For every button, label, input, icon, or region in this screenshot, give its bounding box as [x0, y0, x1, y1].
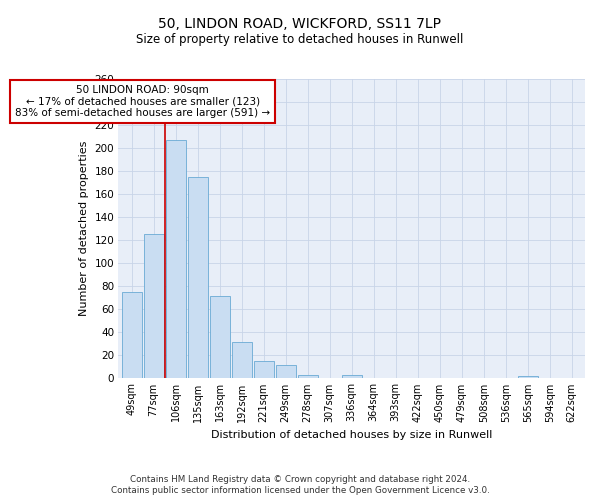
- Text: Contains public sector information licensed under the Open Government Licence v3: Contains public sector information licen…: [110, 486, 490, 495]
- Bar: [275, 366, 296, 378]
- Bar: [232, 342, 252, 378]
- Bar: [298, 374, 318, 378]
- Bar: [518, 376, 538, 378]
- Bar: [143, 234, 164, 378]
- Bar: [188, 177, 208, 378]
- Bar: [254, 361, 274, 378]
- Text: Contains HM Land Registry data © Crown copyright and database right 2024.: Contains HM Land Registry data © Crown c…: [130, 475, 470, 484]
- Text: 50, LINDON ROAD, WICKFORD, SS11 7LP: 50, LINDON ROAD, WICKFORD, SS11 7LP: [158, 18, 442, 32]
- Bar: [122, 292, 142, 378]
- Text: 50 LINDON ROAD: 90sqm
← 17% of detached houses are smaller (123)
83% of semi-det: 50 LINDON ROAD: 90sqm ← 17% of detached …: [15, 85, 270, 118]
- Bar: [166, 140, 186, 378]
- X-axis label: Distribution of detached houses by size in Runwell: Distribution of detached houses by size …: [211, 430, 493, 440]
- Y-axis label: Number of detached properties: Number of detached properties: [79, 141, 89, 316]
- Bar: [341, 374, 362, 378]
- Bar: [209, 296, 230, 378]
- Text: Size of property relative to detached houses in Runwell: Size of property relative to detached ho…: [136, 32, 464, 46]
